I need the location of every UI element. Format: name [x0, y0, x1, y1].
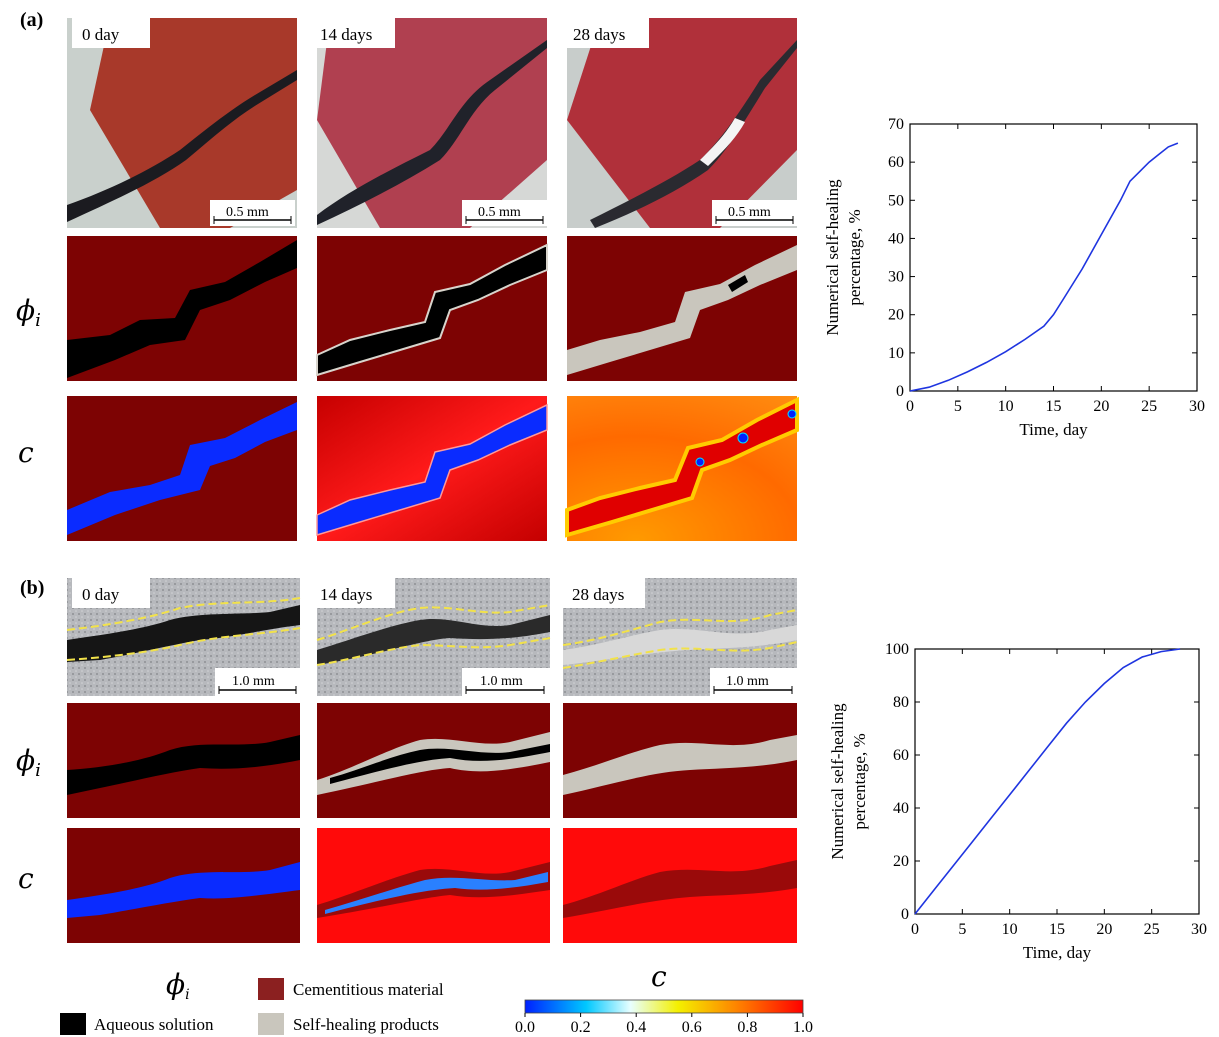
c-a-day14	[316, 396, 548, 541]
x-tick-label: 30	[1189, 398, 1205, 415]
y-axis-title-line2: percentage, %	[845, 209, 864, 305]
y-tick-label: 0	[901, 906, 909, 923]
scale-a-day28: 0.5 mm	[728, 205, 771, 220]
series-line	[909, 142, 1179, 392]
x-tick-label: 10	[1002, 921, 1018, 938]
x-tick-label: 15	[1046, 398, 1062, 415]
x-axis-title: Time, day	[1019, 420, 1088, 439]
legend-swatch-self-healing	[258, 1013, 284, 1035]
y-tick-label: 50	[888, 192, 904, 209]
y-tick-label: 10	[888, 345, 904, 362]
row-label-b-c: c	[18, 862, 34, 895]
x-tick-label: 20	[1096, 921, 1112, 938]
x-tick-label: 5	[954, 398, 962, 415]
y-axis-title-line2: percentage, %	[850, 733, 869, 829]
c-b-day28	[563, 828, 797, 943]
x-tick-label: 25	[1141, 398, 1157, 415]
colorbar-tick-label: 0.8	[737, 1019, 757, 1036]
photo-a-day14	[317, 18, 547, 228]
x-tick-label: 5	[958, 921, 966, 938]
colorbar-title: c	[651, 960, 667, 993]
y-tick-label: 60	[888, 154, 904, 171]
x-tick-label: 10	[998, 398, 1014, 415]
y-tick-label: 20	[893, 853, 909, 870]
phi-b-day14	[317, 703, 550, 818]
photo-a-day28	[567, 18, 797, 228]
colorbar-tick-label: 0.6	[682, 1019, 702, 1036]
panel-b-label: (b)	[20, 577, 44, 599]
colorbar-tick-label: 1.0	[793, 1019, 813, 1036]
phi-b-day0	[67, 703, 300, 818]
chart-b: 0 5 10 15 20 25 30 0 20 40 60 80 100 Time, day Numeric…	[828, 641, 1207, 962]
y-tick-label: 40	[893, 800, 909, 817]
colorbar-ticks: 0.0 0.2 0.4 0.6 0.8 1.0	[515, 1013, 813, 1036]
y-tick-label: 70	[888, 116, 904, 133]
legend-aqueous: Aqueous solution	[94, 1015, 214, 1034]
legend-swatch-aqueous	[60, 1013, 86, 1035]
plot-frame	[914, 648, 1200, 915]
legend: ϕi Cementitious material Aqueous solutio…	[60, 960, 813, 1036]
label-a-day0: 0 day	[82, 25, 120, 44]
chart-a: 0 5 10 15 20 25 30 0 10 20 30 40 50 60 70 Time, day Nume…	[823, 116, 1205, 439]
legend-self-healing: Self-healing products	[293, 1015, 439, 1034]
scale-a-day0: 0.5 mm	[226, 205, 269, 220]
scale-a-day14: 0.5 mm	[478, 205, 521, 220]
row-label-a-phi: ϕi	[16, 294, 41, 331]
y-tick-label: 30	[888, 269, 904, 286]
phi-a-day28	[567, 236, 797, 381]
x-axis-title: Time, day	[1023, 943, 1092, 962]
y-tick-label: 60	[893, 747, 909, 764]
row-label-b-phi: ϕi	[16, 744, 41, 781]
x-tick-label: 0	[911, 921, 919, 938]
colorbar-tick-label: 0.2	[571, 1019, 591, 1036]
y-tick-label: 0	[896, 383, 904, 400]
panel-a-label: (a)	[20, 9, 43, 31]
y-axis-title-line1: Numerical self-healing	[823, 179, 842, 336]
phi-a-day0	[67, 236, 297, 381]
plot-frame	[909, 123, 1198, 392]
label-a-day14: 14 days	[320, 25, 372, 44]
c-b-day14	[317, 828, 550, 943]
label-b-day14: 14 days	[320, 585, 372, 604]
colorbar-tick-label: 0.4	[626, 1019, 646, 1036]
c-a-day28	[565, 396, 799, 541]
x-tick-label: 30	[1191, 921, 1207, 938]
y-tick-label: 20	[888, 307, 904, 324]
c-a-day0	[67, 396, 297, 541]
photo-a-day0	[67, 18, 297, 228]
scale-b-day14: 1.0 mm	[480, 674, 523, 689]
label-b-day0: 0 day	[82, 585, 120, 604]
x-tick-label: 20	[1093, 398, 1109, 415]
c-b-day0	[67, 828, 300, 943]
y-tick-label: 40	[888, 230, 904, 247]
row-label-a-c: c	[18, 436, 34, 469]
phi-a-day14	[316, 236, 548, 381]
scale-b-day0: 1.0 mm	[232, 674, 275, 689]
y-axis-title-line1: Numerical self-healing	[828, 703, 847, 860]
x-tick-label: 25	[1144, 921, 1160, 938]
x-tick-label: 15	[1049, 921, 1065, 938]
y-tick-label: 100	[885, 641, 909, 658]
colorbar	[524, 999, 804, 1014]
legend-swatch-cementitious	[258, 978, 284, 1000]
colorbar-tick-label: 0.0	[515, 1019, 535, 1036]
series-line	[914, 648, 1181, 915]
phi-b-day28	[563, 703, 797, 818]
x-tick-label: 0	[906, 398, 914, 415]
label-a-day28: 28 days	[573, 25, 625, 44]
legend-phi-symbol: ϕi	[166, 968, 190, 1003]
legend-cementitious: Cementitious material	[293, 980, 444, 999]
y-tick-label: 80	[893, 694, 909, 711]
label-b-day28: 28 days	[572, 585, 624, 604]
scale-b-day28: 1.0 mm	[726, 674, 769, 689]
